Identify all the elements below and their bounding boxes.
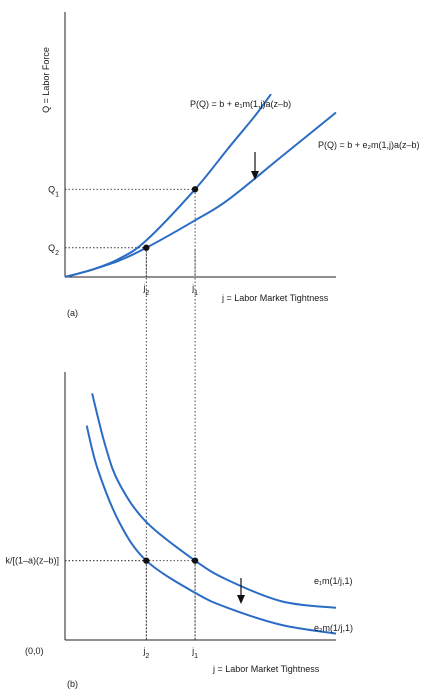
panel-b-letter: (b) (67, 679, 78, 689)
panel-b-xtick-j2: j2 (142, 646, 149, 660)
panel-b-ytick-k-level: k/[(1–a)(z–b)] (5, 556, 59, 566)
panel-a-curve-upper (64, 93, 272, 278)
panel-a-curve-lower (64, 111, 337, 278)
panel-b-series-label-upper: e₁m(1/j,1) (314, 576, 353, 586)
panel-a-series-label-upper: P(Q) = b + e₁m(1,j)a(z–b) (190, 99, 291, 109)
panel-b-shift-arrow (237, 578, 245, 604)
panel-a: Q = Labor Force j = Labor Market Tightne… (41, 12, 420, 318)
panel-b-origin-label: (0,0) (25, 646, 44, 656)
panel-a-ytick-Q1: Q1 (48, 184, 59, 198)
panel-a-point-j2-Q2 (143, 244, 150, 251)
panel-b-point-j1-k (191, 557, 199, 564)
panel-b: (0,0) j = Labor Market Tightness (b) j2 j… (5, 250, 353, 689)
panel-a-ylabel: Q = Labor Force (41, 47, 51, 113)
panel-a-xlabel: j = Labor Market Tightness (221, 293, 329, 303)
panel-a-xtick-j2: j2 (142, 283, 149, 297)
panel-b-curve-lower (85, 425, 337, 635)
panel-b-series-label-lower: e₂m(1/j,1) (314, 623, 353, 633)
panel-a-xtick-j1: j1 (191, 283, 198, 297)
panel-b-point-j2-k (143, 557, 150, 564)
panel-a-series-label-lower: P(Q) = b + e₂m(1,j)a(z–b) (318, 140, 420, 150)
panel-a-shift-arrow (251, 152, 259, 180)
panel-a-point-j1-Q1 (191, 186, 199, 193)
panel-a-letter: (a) (67, 308, 78, 318)
panel-a-ytick-Q2: Q2 (48, 243, 59, 256)
panel-b-xlabel: j = Labor Market Tightness (212, 664, 320, 674)
panel-b-xtick-j1: j1 (191, 646, 198, 660)
panel-b-curve-upper (91, 393, 337, 609)
